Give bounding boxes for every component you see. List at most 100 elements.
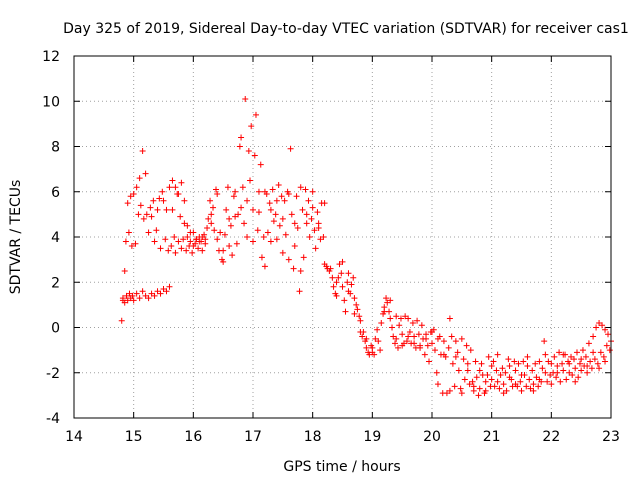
data-point [357, 329, 364, 336]
data-point [171, 234, 178, 240]
data-point [476, 385, 483, 392]
data-point [458, 390, 465, 397]
data-point [311, 227, 318, 234]
data-point [494, 378, 501, 385]
data-point [175, 191, 182, 198]
data-point [423, 335, 430, 342]
data-point [505, 356, 512, 363]
data-point [602, 358, 609, 365]
data-point [594, 360, 601, 367]
data-point [344, 279, 351, 286]
data-point [273, 197, 280, 204]
data-point [137, 202, 144, 209]
data-point [312, 245, 319, 252]
data-point [214, 236, 221, 243]
data-point [238, 204, 245, 211]
data-point [315, 224, 322, 231]
data-point [187, 238, 194, 245]
x-tick-label: 20 [423, 429, 441, 445]
data-point [199, 247, 206, 254]
data-point [576, 360, 583, 367]
data-point [202, 240, 209, 247]
data-point [189, 249, 196, 256]
data-point [411, 340, 418, 347]
x-tick-label: 17 [244, 429, 262, 445]
data-point [299, 206, 306, 213]
data-point [356, 313, 363, 320]
data-point [279, 215, 286, 222]
data-point [333, 292, 340, 299]
data-point [269, 186, 276, 193]
data-point [572, 365, 579, 372]
data-point [148, 213, 155, 220]
data-point [494, 351, 501, 358]
data-point [605, 331, 612, 338]
data-point [165, 247, 172, 254]
data-point [287, 145, 294, 152]
data-point [452, 353, 459, 360]
data-point [187, 229, 194, 236]
data-point [327, 265, 334, 272]
data-point [255, 209, 262, 216]
data-point [239, 184, 246, 191]
data-point [145, 229, 152, 236]
data-point [369, 344, 376, 351]
data-point [130, 191, 137, 198]
data-point [476, 367, 483, 374]
data-point [214, 191, 221, 198]
data-point [178, 179, 185, 186]
data-point [464, 360, 471, 367]
data-point [455, 367, 462, 374]
data-point [582, 353, 589, 360]
data-point [296, 288, 303, 295]
data-point [387, 315, 394, 322]
data-point [451, 383, 458, 390]
data-point [303, 220, 310, 227]
data-point [557, 378, 564, 385]
data-point [181, 197, 188, 204]
data-point [143, 211, 150, 218]
data-point [569, 372, 576, 379]
data-point [578, 356, 585, 363]
data-point [341, 297, 348, 304]
data-point [578, 367, 585, 374]
data-point [285, 191, 292, 198]
y-tick-label: 0 [51, 321, 60, 337]
data-point [132, 240, 139, 247]
data-points [118, 95, 614, 399]
data-point [258, 254, 265, 261]
data-point [278, 193, 285, 200]
data-point [184, 222, 191, 229]
data-point [383, 295, 390, 302]
data-point [512, 367, 519, 374]
data-point [153, 227, 160, 234]
data-point [530, 387, 537, 394]
data-point [566, 360, 573, 367]
data-point [133, 184, 140, 191]
data-point [573, 349, 580, 356]
data-point [411, 333, 418, 340]
data-point [485, 353, 492, 360]
data-point [224, 184, 231, 191]
chart-title: Day 325 of 2019, Sidereal Day-to-day VTE… [63, 21, 629, 37]
data-point [133, 290, 140, 297]
data-point [168, 243, 175, 250]
data-point [446, 315, 453, 322]
data-point [359, 333, 366, 340]
data-point [124, 200, 131, 207]
data-point [282, 231, 289, 238]
data-point [484, 372, 491, 379]
data-point [339, 283, 346, 290]
data-point [157, 245, 164, 252]
data-point [518, 387, 525, 394]
x-axis-label: GPS time / hours [283, 459, 400, 475]
data-point [464, 367, 471, 374]
data-point [169, 206, 176, 213]
data-point [440, 351, 447, 358]
x-tick-label: 16 [184, 429, 202, 445]
data-point [449, 360, 456, 367]
data-point [579, 347, 586, 354]
data-point [151, 292, 158, 299]
data-point [236, 143, 243, 150]
data-point [363, 335, 370, 342]
